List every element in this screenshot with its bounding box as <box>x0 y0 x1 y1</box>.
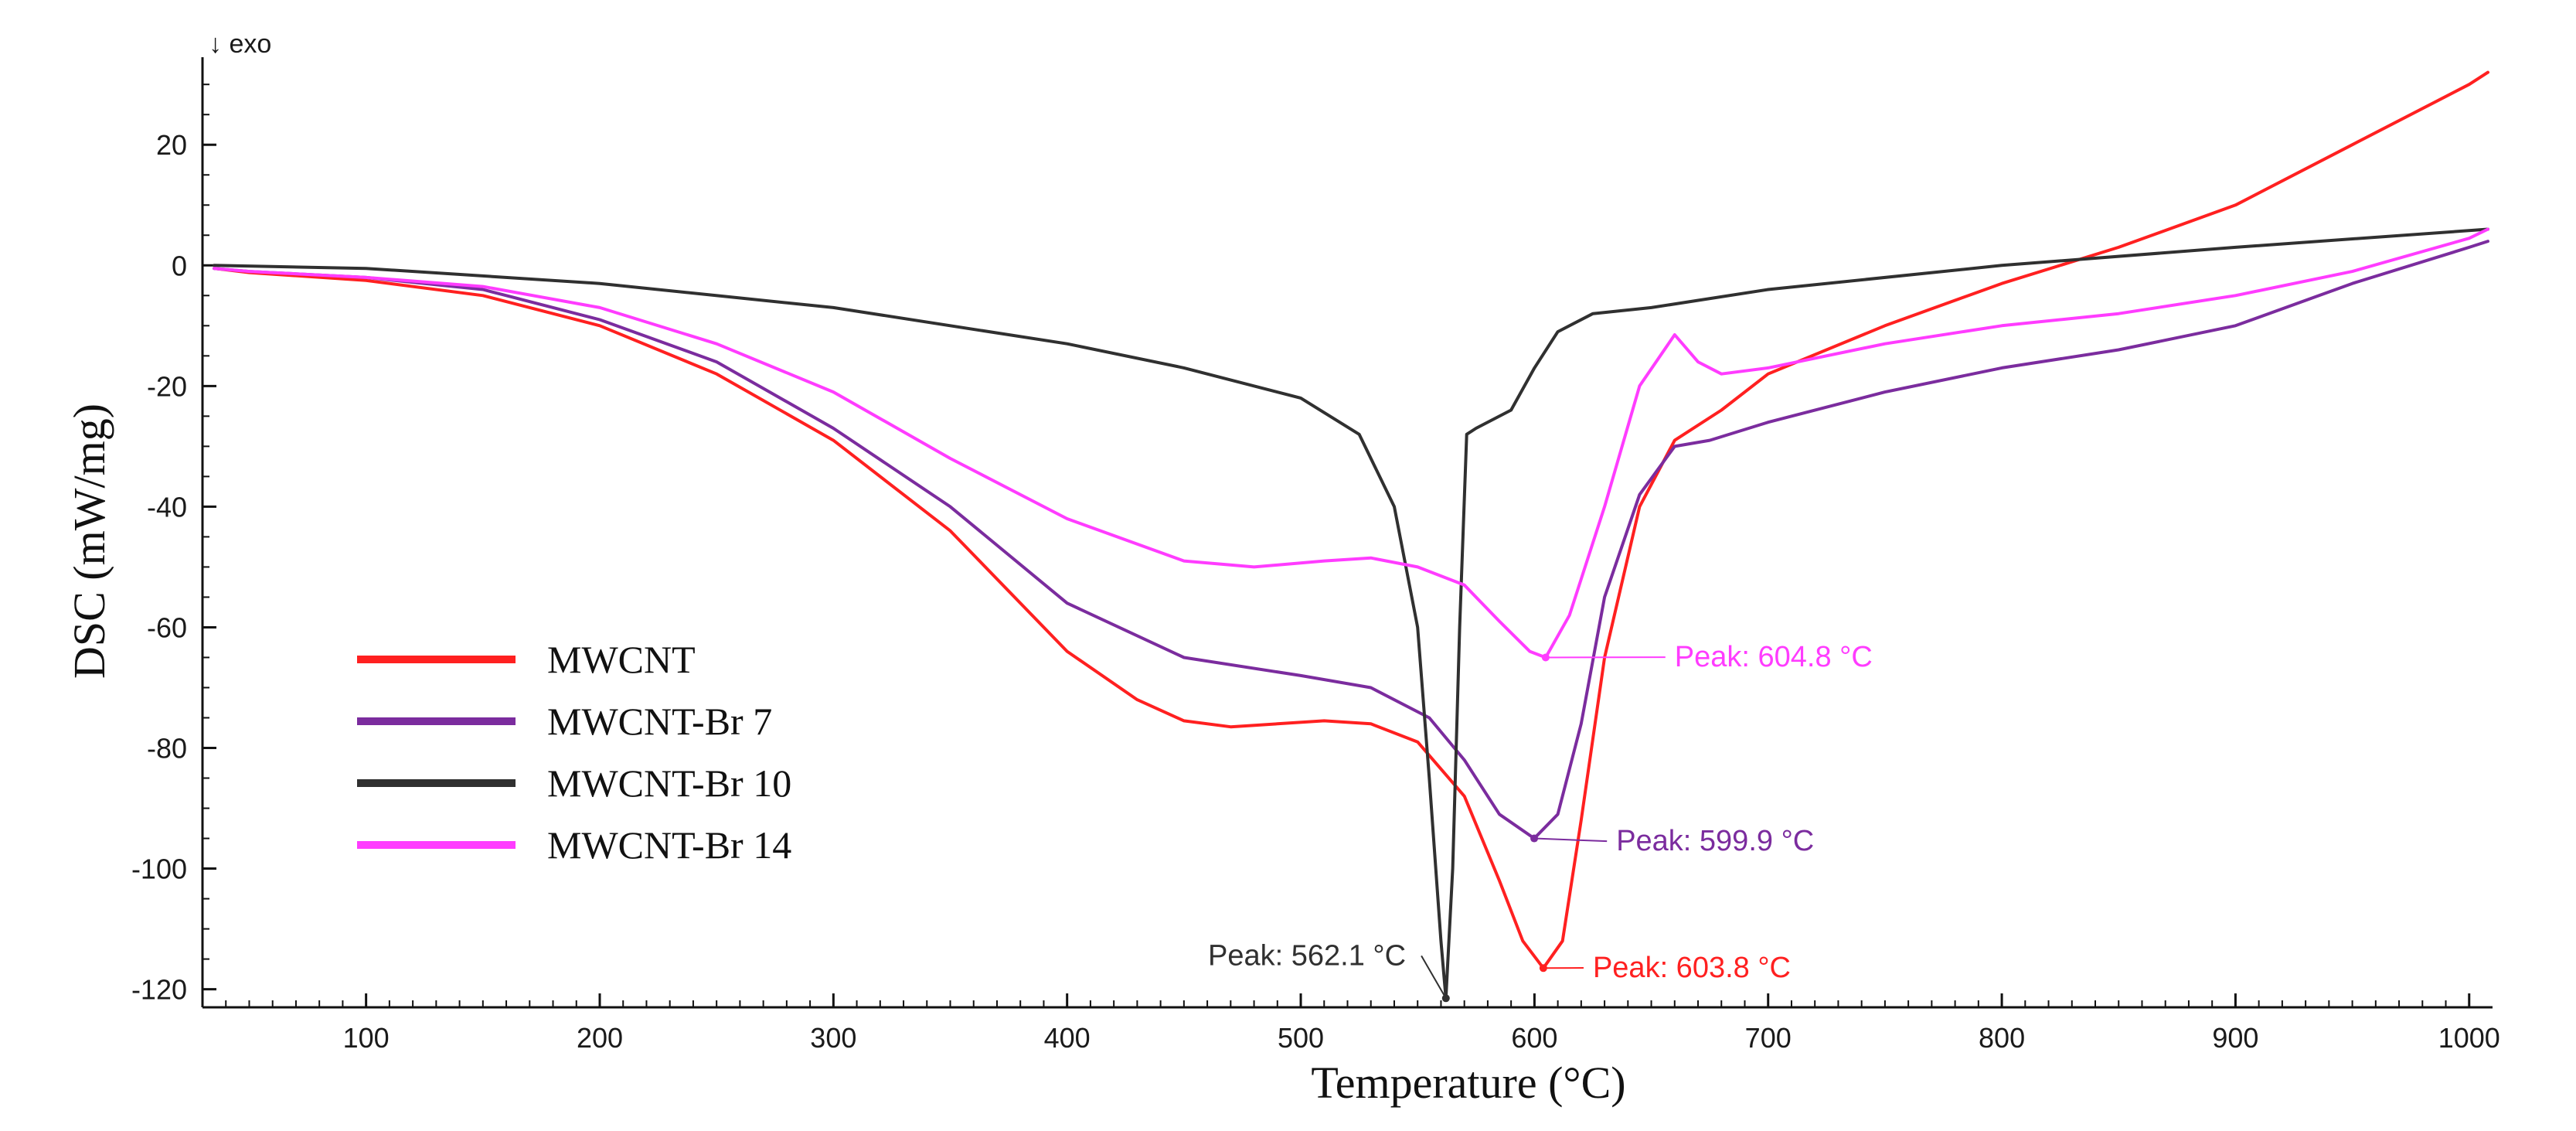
legend-label: MWCNT <box>547 638 696 681</box>
peak-annotation-label: Peak: 562.1 °C <box>1208 939 1406 972</box>
legend-label: MWCNT-Br 14 <box>547 823 791 867</box>
y-tick-label: -100 <box>131 853 187 885</box>
legend: MWCNT MWCNT-Br 7 MWCNT-Br 10 MWCNT-Br 14 <box>357 638 791 867</box>
x-ticks: 100 200 300 400 500 600 700 800 900 1000 <box>343 993 2500 1054</box>
peak-annotation-label: Peak: 604.8 °C <box>1675 641 1873 673</box>
legend-label: MWCNT-Br 10 <box>547 761 791 805</box>
x-tick-label: 900 <box>2212 1022 2258 1054</box>
peak-annotation-label: Peak: 603.8 °C <box>1593 952 1791 984</box>
annotation-layer: Peak: 604.8 °C Peak: 599.9 °C Peak: 603.8 … <box>1208 641 1873 1003</box>
x-tick-label: 700 <box>1745 1022 1792 1054</box>
y-tick-label: -80 <box>147 732 187 764</box>
series-line-mwcnt <box>213 70 2489 970</box>
x-tick-label: 800 <box>1979 1022 2025 1054</box>
x-tick-label: 300 <box>810 1022 856 1054</box>
y-tick-label: -60 <box>147 611 187 643</box>
peak-marker <box>1441 994 1450 1003</box>
x-tick-label: 1000 <box>2438 1022 2500 1054</box>
y-tick-label: -20 <box>147 370 187 402</box>
peak-marker <box>1530 834 1539 843</box>
x-tick-label: 400 <box>1044 1022 1091 1054</box>
x-tick-label: 200 <box>577 1022 623 1054</box>
peak-leader-line <box>1421 955 1447 999</box>
peak-marker <box>1539 964 1547 973</box>
series-line-mwcnt-br-14 <box>213 227 2489 659</box>
legend-label: MWCNT-Br 7 <box>547 700 772 743</box>
minor-ticks <box>202 83 2447 1007</box>
series-line-mwcnt-br-10 <box>213 227 2489 1000</box>
series-line-mwcnt-br-7 <box>213 240 2489 840</box>
y-tick-label: 20 <box>156 129 187 161</box>
peak-marker <box>1541 653 1550 662</box>
y-tick-label: 0 <box>172 250 187 281</box>
y-tick-label: -40 <box>147 491 187 523</box>
y-axis-title: DSC (mW/mg) <box>64 404 114 679</box>
y-ticks: 20 0 -20 -40 -60 -80 -100 -120 <box>131 129 216 1006</box>
series-layer <box>213 70 2489 1000</box>
x-tick-label: 600 <box>1511 1022 1557 1054</box>
peak-leader-line <box>1534 837 1608 843</box>
x-tick-label: 100 <box>343 1022 390 1054</box>
x-tick-label: 500 <box>1278 1022 1324 1054</box>
exo-indicator: ↓ exo <box>209 29 271 59</box>
peak-annotation-label: Peak: 599.9 °C <box>1616 825 1814 857</box>
x-axis-title: Temperature (°C) <box>1311 1058 1625 1108</box>
y-tick-label: -120 <box>131 974 187 1006</box>
